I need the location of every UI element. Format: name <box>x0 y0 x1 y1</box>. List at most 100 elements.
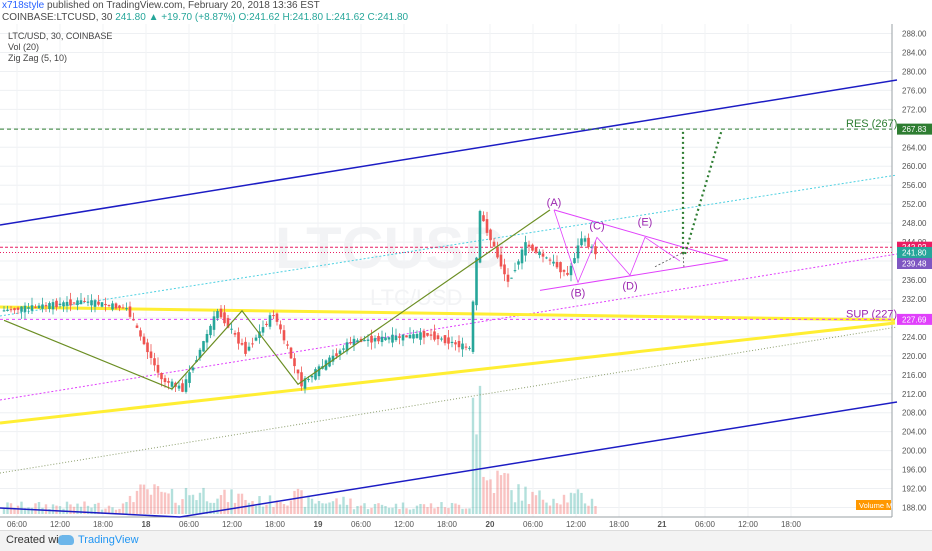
volume-bar <box>237 493 240 514</box>
candle-body <box>436 335 440 340</box>
price-badge-label: 267.83 <box>902 125 927 134</box>
candle <box>373 335 377 349</box>
candle <box>345 338 349 355</box>
candle-body <box>41 304 44 309</box>
volume-bar <box>338 504 342 514</box>
candle <box>72 302 76 306</box>
candle-body <box>160 372 163 380</box>
candle-body <box>461 343 464 350</box>
volume-bar <box>384 506 387 514</box>
candle-body <box>177 385 181 389</box>
candle <box>30 297 34 315</box>
candle-body <box>548 259 552 261</box>
candle-body <box>401 334 405 341</box>
price-badge: 241.80 <box>897 247 932 259</box>
candle <box>429 328 433 341</box>
volume-bar <box>356 506 359 514</box>
candle <box>48 301 51 313</box>
candle <box>209 324 212 339</box>
candle-body <box>538 251 541 256</box>
candle <box>118 304 121 312</box>
price-badge-bg <box>897 247 932 259</box>
volume-bar <box>506 473 510 514</box>
volume-bar <box>111 507 114 514</box>
legend-symbol[interactable]: LTC/USD, 30, COINBASE <box>8 31 113 41</box>
volume-bar <box>485 480 489 514</box>
y-tick-label: 284.00 <box>902 48 927 57</box>
candle <box>520 247 524 270</box>
candle <box>338 348 342 361</box>
candle-body <box>69 299 72 306</box>
legend-zigzag[interactable]: Zig Zag (5, 10) <box>8 53 68 63</box>
candle <box>457 335 461 353</box>
volume-ma-badge <box>856 500 891 510</box>
candle-body <box>135 325 139 328</box>
volume-bar <box>468 508 471 514</box>
candle-body <box>13 308 16 311</box>
author-link[interactable]: x718style <box>2 0 45 11</box>
candle <box>237 327 240 350</box>
candle-body <box>244 341 247 354</box>
volume-ma-label: Volume MA <box>859 501 897 510</box>
candle <box>475 256 478 311</box>
volume-bar <box>391 507 394 514</box>
volume-bar <box>2 507 6 514</box>
candle <box>13 307 16 314</box>
last-price: 241.80 <box>115 12 146 23</box>
candle-body <box>485 219 489 233</box>
candle <box>492 238 496 247</box>
candle-body <box>398 336 401 338</box>
volume-bar <box>426 507 429 514</box>
volume-bar <box>478 385 482 514</box>
x-tick-label: 18 <box>142 520 151 529</box>
volume-bar <box>510 490 513 514</box>
candle-body <box>377 336 380 342</box>
candle-body <box>27 307 30 309</box>
candle-body <box>440 338 443 340</box>
candle <box>401 334 405 347</box>
volume-bar <box>496 470 499 514</box>
candle-body <box>520 249 524 264</box>
footer-brand[interactable]: TradingView <box>78 534 139 546</box>
candle-body <box>167 381 170 383</box>
x-tick-label: 19 <box>314 520 323 529</box>
volume-bar <box>559 504 562 514</box>
volume-bar <box>139 484 142 514</box>
volume-bar <box>461 508 464 514</box>
volume-bar <box>450 502 454 514</box>
candle <box>471 300 475 355</box>
volume-bar <box>489 479 492 514</box>
volume-bar <box>412 508 415 514</box>
candle-body <box>146 342 149 353</box>
candle <box>394 328 398 342</box>
channel-lower-left-line <box>0 507 181 518</box>
y-tick-label: 236.00 <box>902 276 927 285</box>
candle-body <box>237 332 240 344</box>
legend-volume[interactable]: Vol (20) <box>8 42 40 52</box>
candle-body <box>331 355 335 362</box>
y-tick-label: 208.00 <box>902 409 927 418</box>
volume-bar <box>156 486 160 514</box>
candle-body <box>265 323 268 326</box>
volume-bar <box>219 495 223 514</box>
candle <box>128 301 132 319</box>
candle-body <box>296 369 300 374</box>
volume-bar <box>555 503 559 514</box>
volume-bar <box>482 476 485 514</box>
candle-body <box>34 306 37 308</box>
price-chart[interactable]: 188.00 192.00 196.00 200.00 204.00 208.00 212.… <box>0 0 932 530</box>
volume-bar <box>188 495 191 514</box>
up-arrow-icon: ▲ <box>148 12 159 23</box>
candle-body <box>23 305 27 312</box>
volume-bar <box>363 503 366 514</box>
volume-bar <box>93 503 97 514</box>
candle <box>499 248 503 270</box>
candle <box>146 338 149 359</box>
volume-bar <box>125 501 128 514</box>
volume-bar <box>163 492 167 514</box>
candle <box>181 379 184 393</box>
candle-body <box>139 330 142 337</box>
candle <box>380 330 384 347</box>
volume-bar <box>251 501 254 514</box>
